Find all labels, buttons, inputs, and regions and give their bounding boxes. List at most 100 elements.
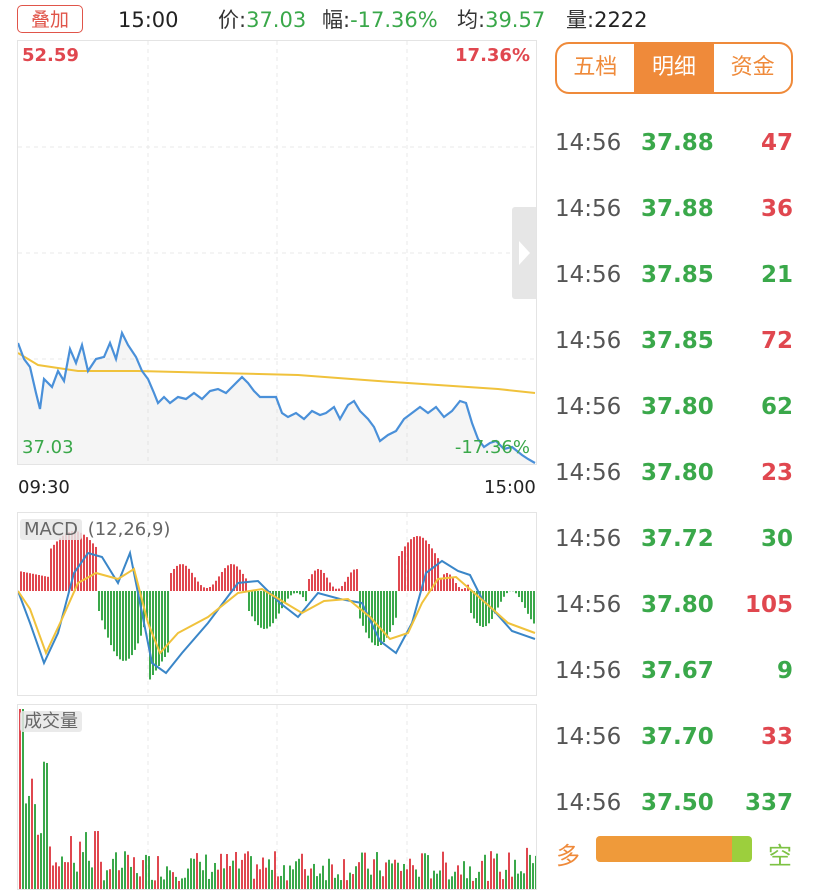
macd-bar — [254, 591, 256, 622]
volume-bar — [97, 830, 99, 889]
volume-bar — [460, 874, 462, 889]
min-pct-label: -17.36% — [454, 437, 530, 458]
volume-bar — [34, 804, 36, 889]
macd-bar — [251, 591, 253, 617]
tab-order-book[interactable]: 五档 — [573, 55, 618, 80]
volume-bar — [55, 862, 57, 889]
macd-bar — [170, 573, 172, 591]
end-time-label: 15:00 — [484, 477, 536, 498]
volume-bar — [49, 846, 51, 889]
detail-tabs: 五档 明细 资金 — [555, 42, 793, 94]
macd-bar — [209, 586, 211, 591]
volume-bar — [376, 852, 378, 889]
macd-bar — [62, 535, 64, 591]
max-pct-label: 17.36% — [455, 45, 530, 66]
volume-bar — [502, 879, 504, 889]
volume-bar — [394, 859, 396, 889]
volume-bar — [454, 871, 456, 889]
volume-bar — [433, 870, 435, 889]
expand-panel-handle[interactable] — [512, 207, 536, 299]
trade-row: 14:56 37.85 21 — [555, 256, 795, 296]
avg-label: 均: — [457, 8, 486, 32]
macd-bar — [464, 588, 466, 591]
volume-bar — [148, 856, 150, 889]
volume-bar — [196, 853, 198, 889]
macd-bar — [494, 591, 496, 614]
macd-bar — [110, 591, 112, 646]
trade-row: 14:56 37.80 23 — [555, 454, 795, 494]
volume-bar — [304, 869, 306, 889]
volume-bar — [307, 875, 309, 889]
macd-bar — [476, 591, 478, 623]
trade-volume: 72 — [760, 328, 793, 354]
macd-title: MACD (12,26,9) — [20, 519, 170, 541]
macd-bar — [419, 536, 421, 591]
volume-bar — [490, 851, 492, 889]
macd-bar — [119, 591, 121, 660]
overlay-button[interactable]: 叠加 — [17, 5, 83, 33]
trade-row: 14:56 37.67 9 — [555, 652, 795, 692]
volume-bar — [61, 856, 63, 889]
macd-bar — [47, 576, 49, 591]
macd-bar — [326, 577, 328, 591]
change-readout: 幅:-17.36% — [322, 7, 438, 33]
volume-bar — [526, 847, 528, 889]
volume-bar — [430, 878, 432, 889]
volume-bar — [466, 878, 468, 889]
macd-bar — [446, 573, 448, 591]
macd-bar — [71, 531, 73, 591]
volume-bar — [361, 852, 363, 889]
macd-bar — [227, 565, 229, 591]
volume-bar — [415, 869, 417, 889]
volume-bar — [85, 832, 87, 889]
macd-chart[interactable]: MACD (12,26,9) — [17, 512, 537, 696]
volume-bar — [43, 761, 45, 889]
macd-bar — [356, 569, 358, 591]
volume-chart[interactable]: 成交量 — [17, 704, 537, 890]
volume-bar — [418, 876, 420, 889]
volume-bar — [409, 858, 411, 889]
macd-bar — [35, 574, 37, 591]
volume-bar — [214, 862, 216, 889]
volume-bar — [313, 863, 315, 889]
macd-bar — [269, 591, 271, 627]
macd-bar — [401, 551, 403, 591]
macd-bar — [443, 574, 445, 591]
volume-bar — [448, 879, 450, 889]
macd-bar — [530, 591, 532, 620]
volume-bar — [154, 880, 156, 889]
macd-bar — [104, 591, 106, 630]
volume-bar — [220, 853, 222, 889]
macd-bar — [461, 588, 463, 591]
macd-params: (12,26,9) — [87, 519, 171, 540]
macd-bar — [41, 575, 43, 591]
macd-bar — [311, 574, 313, 591]
volume-bar — [250, 856, 252, 889]
volume-bar — [100, 861, 102, 889]
tab-capital-flow[interactable]: 资金 — [712, 44, 791, 92]
trade-time: 14:56 — [555, 328, 622, 354]
macd-bar — [260, 591, 262, 628]
intraday-chart[interactable]: 52.59 17.36% 37.03 -17.36% — [17, 40, 537, 465]
volume-bar — [241, 859, 243, 889]
macd-bar — [380, 591, 382, 645]
macd-bar — [29, 573, 31, 591]
trade-time: 14:56 — [555, 724, 622, 750]
macd-bar — [77, 531, 79, 591]
macd-bar — [50, 548, 52, 591]
macd-bar — [182, 564, 184, 591]
macd-bar — [296, 591, 298, 594]
trade-price: 37.72 — [641, 526, 714, 552]
volume-bar — [493, 858, 495, 889]
volume-bar — [112, 858, 114, 889]
macd-bar — [284, 591, 286, 604]
volume-bar — [406, 869, 408, 889]
volume-bar — [370, 874, 372, 889]
tab-trade-detail[interactable]: 明细 — [633, 44, 713, 92]
macd-bar — [218, 576, 220, 591]
macd-bar — [266, 591, 268, 629]
trade-volume: 30 — [760, 526, 793, 552]
price-readout: 价:37.03 — [218, 7, 306, 33]
macd-bar — [473, 591, 475, 619]
trade-row: 14:56 37.72 30 — [555, 520, 795, 560]
